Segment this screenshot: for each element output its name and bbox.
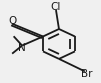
Text: Cl: Cl bbox=[51, 2, 61, 12]
Text: N: N bbox=[18, 43, 26, 53]
Text: O: O bbox=[8, 16, 16, 26]
Text: Br: Br bbox=[81, 69, 93, 79]
